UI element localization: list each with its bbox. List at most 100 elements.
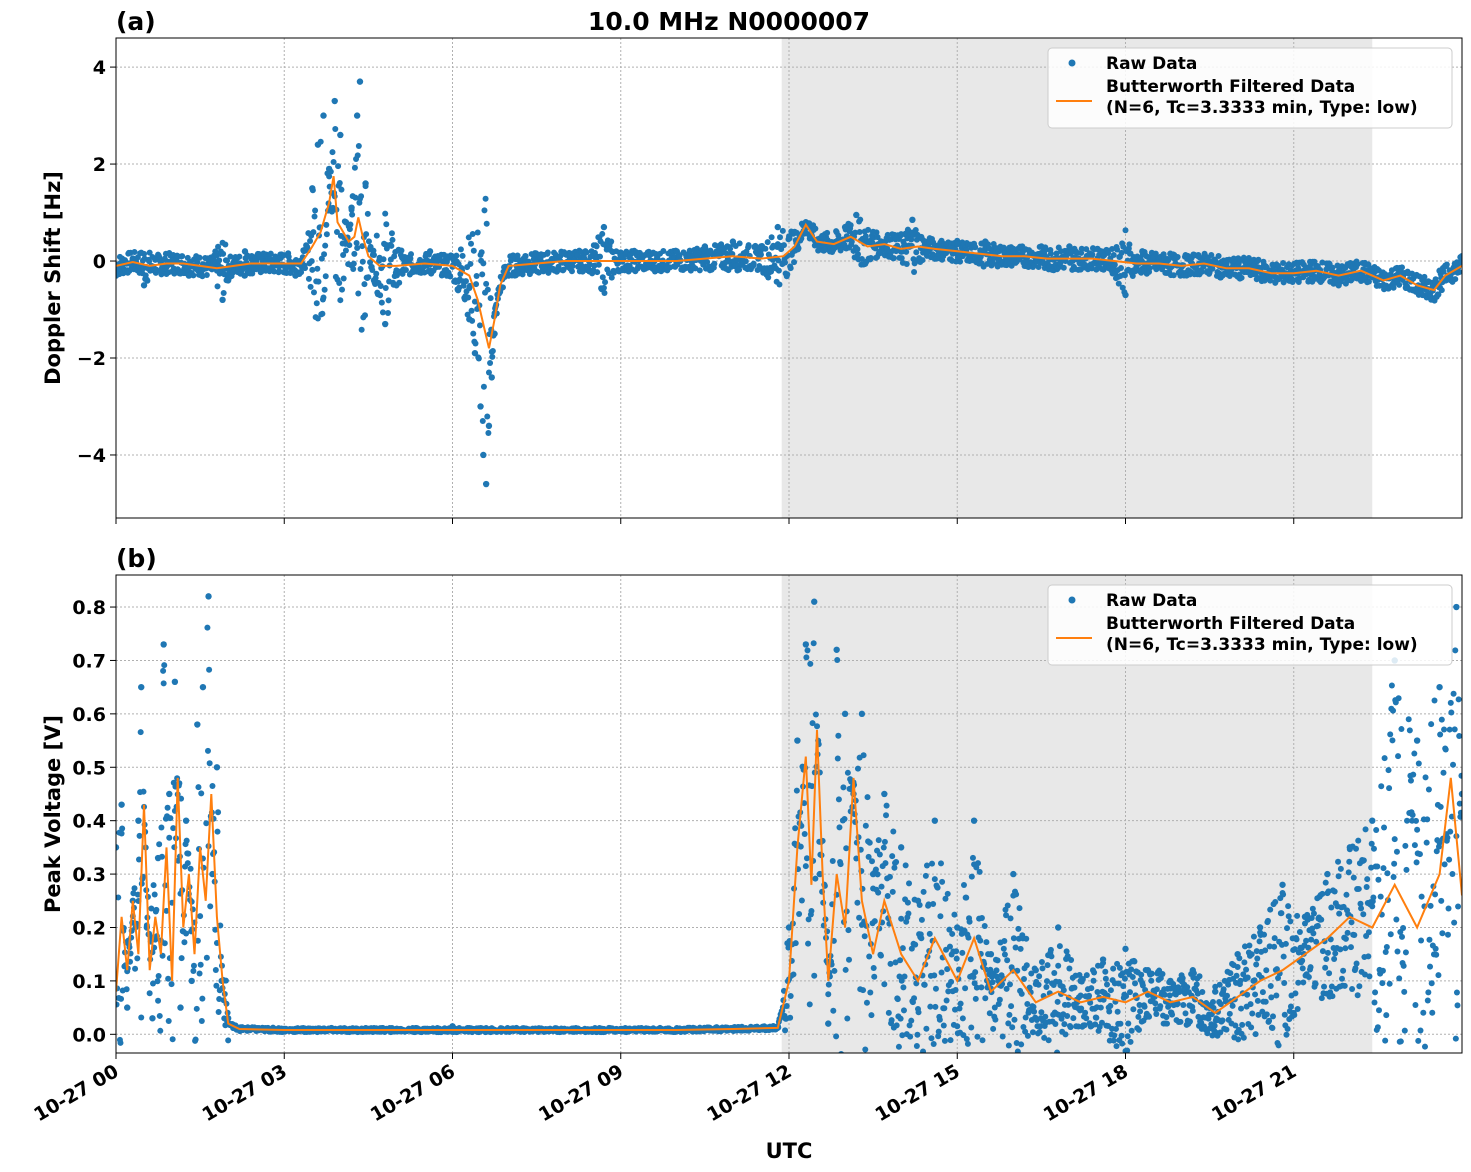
raw-data-point xyxy=(1008,1003,1015,1010)
raw-data-point xyxy=(884,231,891,238)
raw-data-point xyxy=(116,272,120,279)
raw-data-point xyxy=(949,930,956,937)
raw-data-point xyxy=(183,837,190,844)
raw-data-point xyxy=(215,809,222,816)
raw-data-point xyxy=(841,223,849,231)
y-tick-label: −4 xyxy=(77,445,106,467)
raw-data-point xyxy=(1066,243,1073,250)
raw-data-point xyxy=(1370,845,1377,852)
raw-data-point xyxy=(1121,272,1128,279)
raw-data-point xyxy=(1319,890,1326,897)
raw-data-point xyxy=(729,238,737,245)
raw-data-point xyxy=(806,1001,813,1008)
raw-data-point xyxy=(1146,265,1153,272)
raw-data-point xyxy=(981,923,988,930)
raw-data-point xyxy=(841,815,848,822)
raw-data-point xyxy=(161,662,168,669)
raw-data-point xyxy=(1211,1022,1218,1029)
raw-data-point xyxy=(354,244,361,251)
raw-data-point xyxy=(1113,1043,1120,1050)
raw-data-point xyxy=(953,948,960,955)
raw-data-point xyxy=(972,995,979,1002)
raw-data-point xyxy=(1431,697,1438,704)
raw-data-point xyxy=(883,812,890,819)
raw-data-point xyxy=(407,251,414,258)
raw-data-point xyxy=(169,1036,176,1043)
raw-data-point xyxy=(474,229,481,236)
raw-data-point xyxy=(881,790,888,798)
raw-data-point xyxy=(1010,935,1017,942)
raw-data-point xyxy=(843,845,850,852)
raw-data-point xyxy=(929,860,936,867)
raw-data-point xyxy=(1363,884,1370,891)
raw-data-point xyxy=(320,294,327,301)
raw-data-point xyxy=(1433,848,1440,855)
raw-data-point xyxy=(1402,842,1409,849)
raw-data-point xyxy=(1253,961,1260,968)
raw-data-point xyxy=(914,1031,921,1038)
raw-data-point xyxy=(901,973,908,980)
raw-data-point xyxy=(168,1067,174,1073)
raw-data-point xyxy=(1294,1005,1301,1012)
raw-data-point xyxy=(1254,955,1261,962)
raw-data-point xyxy=(165,975,172,982)
raw-data-point xyxy=(1244,974,1251,981)
raw-data-point xyxy=(808,783,815,790)
raw-data-point xyxy=(1340,967,1347,974)
raw-data-point xyxy=(206,666,213,673)
raw-data-point xyxy=(1273,966,1280,973)
raw-data-point xyxy=(1136,1002,1143,1009)
raw-data-point xyxy=(337,297,344,304)
raw-data-point xyxy=(1166,992,1173,999)
raw-data-point xyxy=(203,1084,209,1090)
chart-title: 10.0 MHz N0000007 xyxy=(588,7,870,36)
raw-data-point xyxy=(875,889,882,896)
raw-data-point xyxy=(868,1012,875,1019)
raw-data-point xyxy=(1028,970,1035,977)
raw-data-point xyxy=(989,979,996,986)
raw-data-point xyxy=(1250,933,1257,940)
raw-data-point xyxy=(860,987,867,994)
raw-data-point xyxy=(1364,876,1371,883)
raw-data-point xyxy=(837,247,844,254)
raw-data-point xyxy=(1280,891,1287,898)
raw-data-point xyxy=(1445,905,1452,912)
raw-data-point xyxy=(1267,277,1274,284)
raw-data-point xyxy=(1427,963,1434,970)
raw-data-point xyxy=(1129,973,1136,980)
raw-data-point xyxy=(315,278,322,285)
raw-data-point xyxy=(927,1003,934,1010)
raw-data-point xyxy=(1335,873,1342,880)
raw-data-point xyxy=(1419,1098,1425,1104)
raw-data-point xyxy=(1013,891,1020,898)
raw-data-point xyxy=(785,944,792,951)
raw-data-point xyxy=(1217,1001,1224,1008)
raw-data-point xyxy=(750,260,757,267)
raw-data-point xyxy=(893,1022,900,1029)
raw-data-point xyxy=(1024,1000,1031,1007)
raw-data-point xyxy=(600,223,608,231)
raw-data-point xyxy=(1078,1005,1085,1012)
raw-data-point xyxy=(903,261,910,268)
raw-data-point xyxy=(977,937,984,944)
raw-data-point xyxy=(140,282,148,289)
raw-data-point xyxy=(1450,761,1457,768)
raw-data-point xyxy=(1325,888,1332,895)
raw-data-point xyxy=(544,249,551,256)
raw-data-point xyxy=(487,295,494,302)
raw-data-point xyxy=(1349,985,1356,992)
raw-data-point xyxy=(1110,251,1117,258)
raw-data-point xyxy=(816,870,824,878)
raw-data-point xyxy=(1261,931,1268,938)
raw-data-point xyxy=(1413,859,1420,866)
raw-data-point xyxy=(1275,1042,1282,1049)
raw-data-point xyxy=(1039,965,1046,972)
raw-data-point xyxy=(1056,943,1063,950)
raw-data-point xyxy=(377,282,384,289)
raw-data-point xyxy=(478,249,485,256)
raw-data-point xyxy=(1262,998,1269,1005)
raw-data-point xyxy=(365,274,372,281)
raw-data-point xyxy=(779,227,786,234)
raw-data-point xyxy=(1456,800,1462,807)
raw-data-point xyxy=(1006,981,1013,988)
